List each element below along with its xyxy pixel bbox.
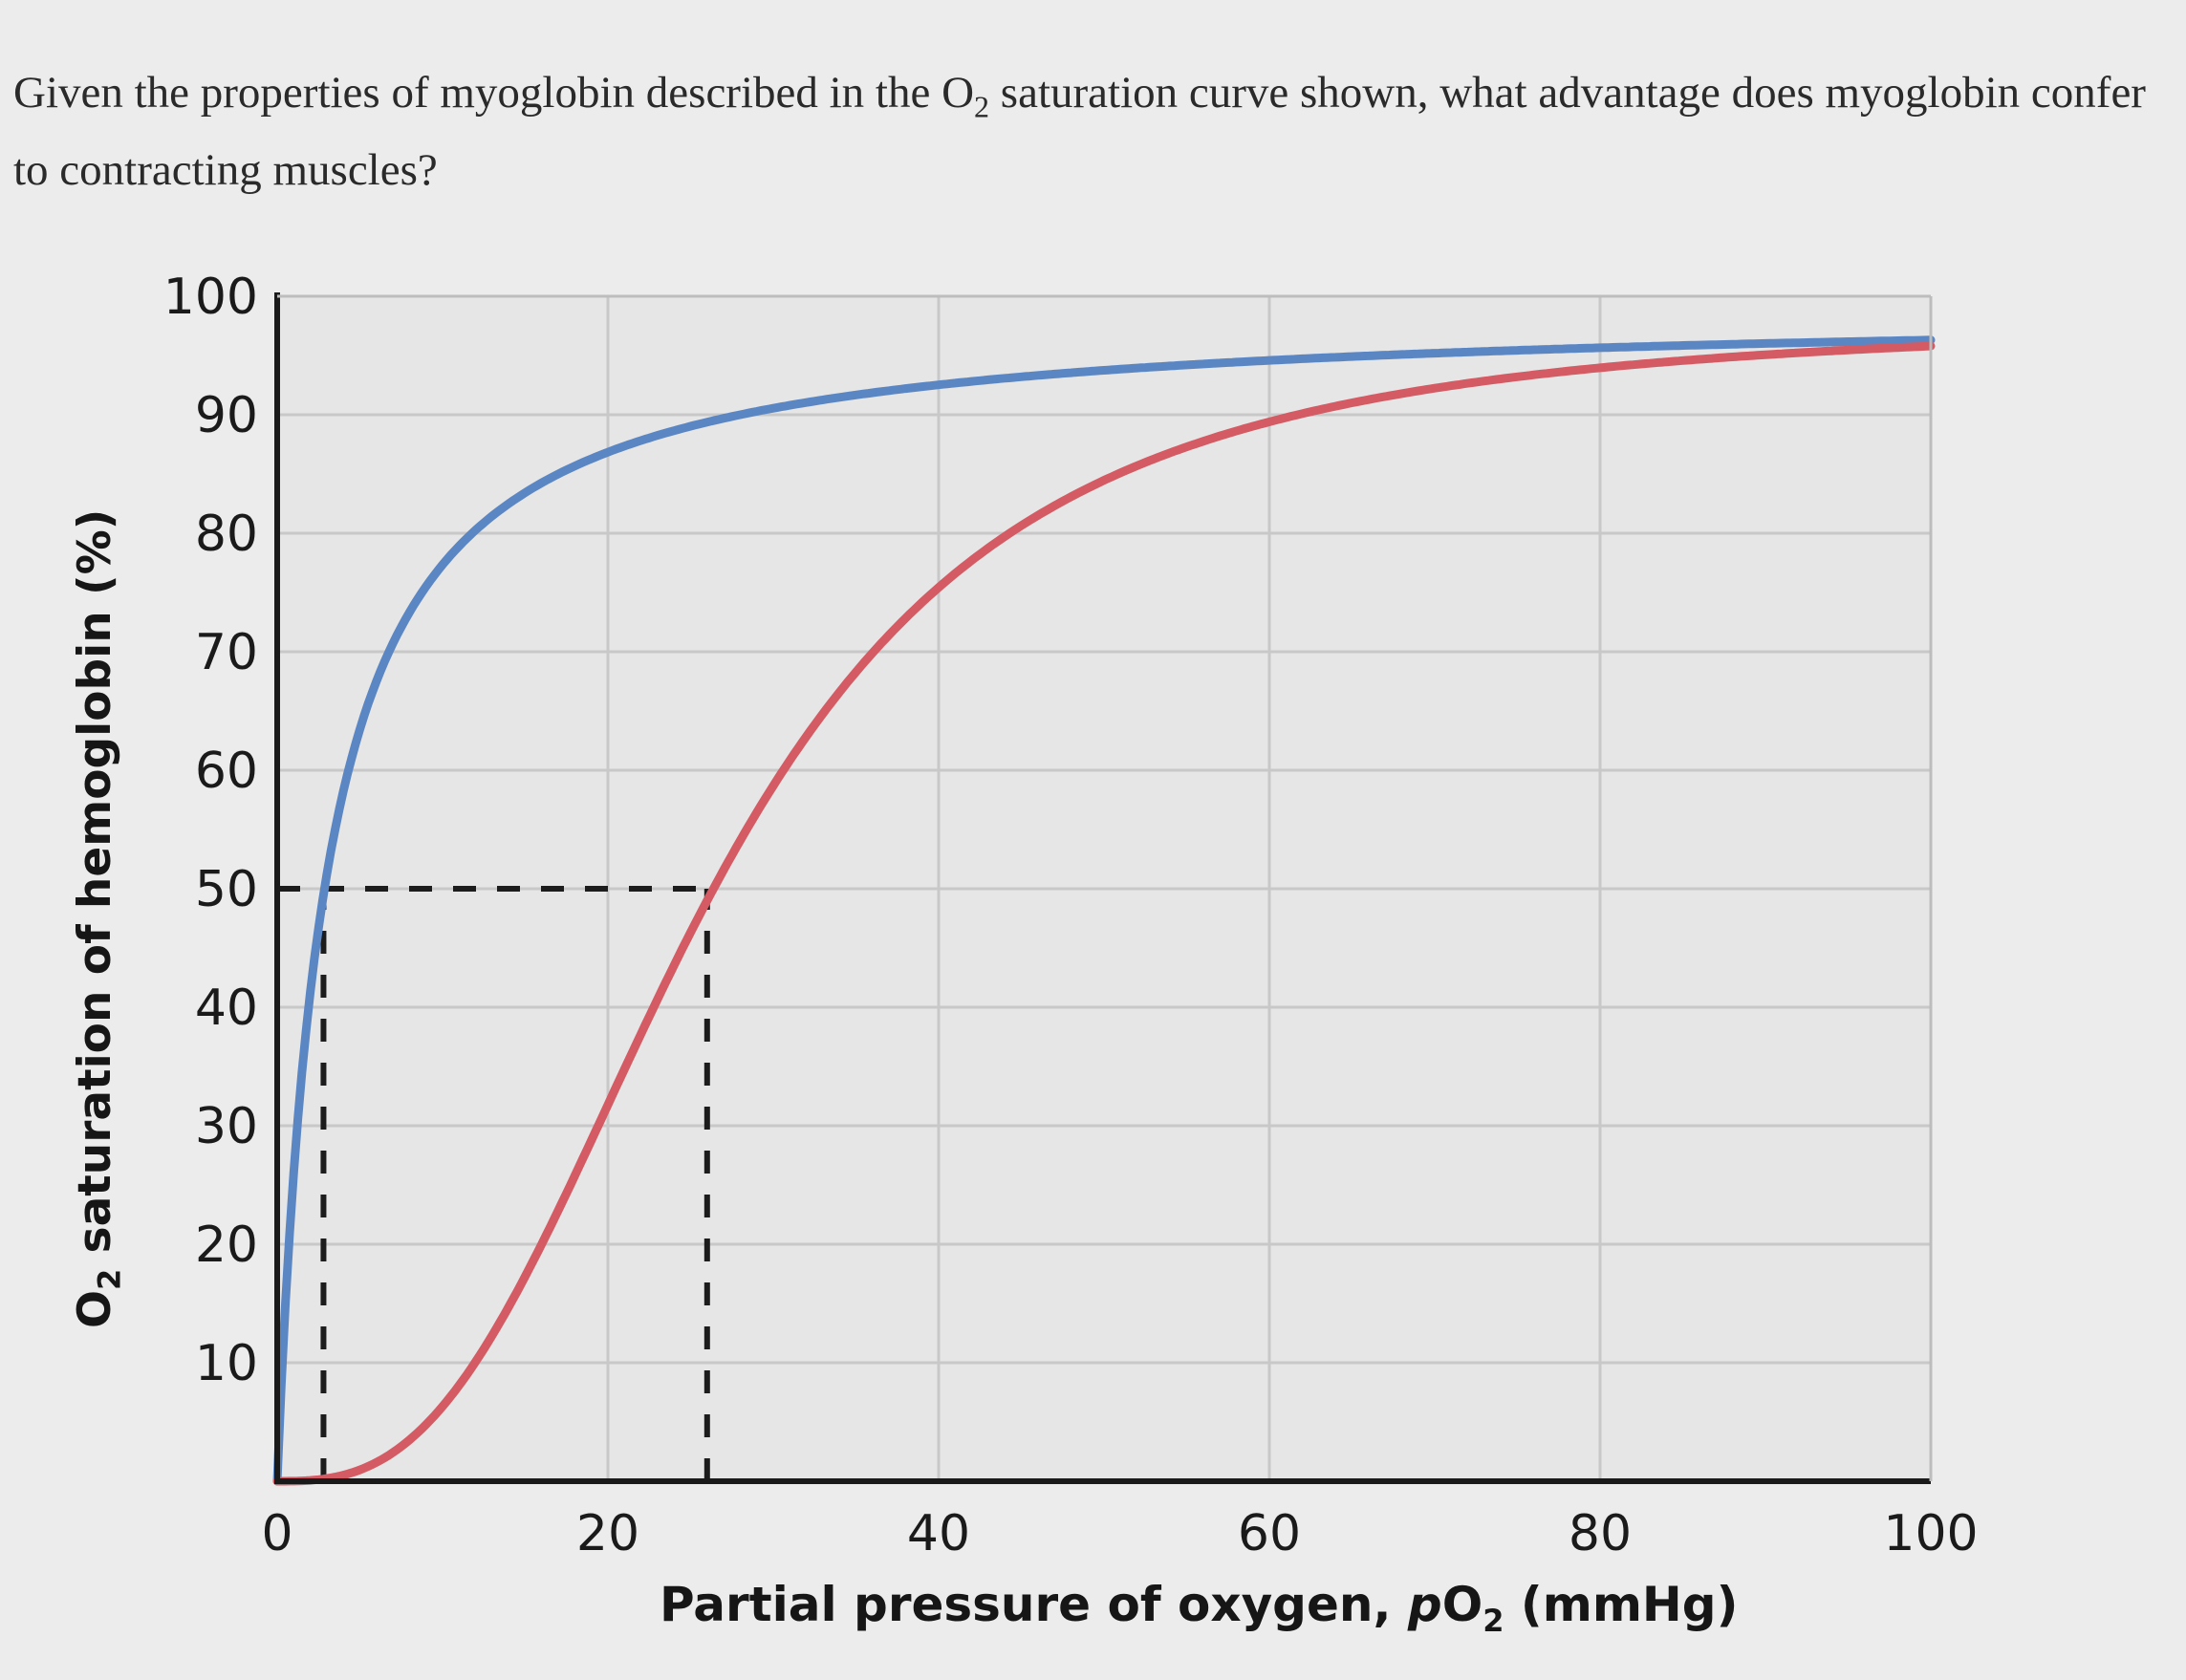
- x-tick-label: 40: [907, 1505, 970, 1562]
- y-tick-label: 80: [195, 506, 258, 563]
- y-tick-label: 60: [195, 743, 258, 800]
- y-axis-label: O2 saturation of hemoglobin (%): [69, 508, 128, 1328]
- y-tick-label: 90: [195, 387, 258, 444]
- y-tick-label: 30: [195, 1098, 258, 1155]
- question-text: Given the properties of myoglobin descri…: [13, 68, 2146, 196]
- y-tick-label: 10: [195, 1335, 258, 1392]
- series-line-1: [272, 335, 1936, 1486]
- y-tick-label: 100: [163, 269, 258, 326]
- x-tick-label: 80: [1569, 1505, 1632, 1562]
- x-tick-label: 20: [576, 1505, 639, 1562]
- y-tick-label: 50: [195, 861, 258, 918]
- x-tick-label: 60: [1238, 1505, 1301, 1562]
- y-tick-label: 40: [195, 980, 258, 1037]
- series-line-2: [272, 341, 1936, 1486]
- x-tick-label: 0: [261, 1505, 292, 1562]
- y-tick-label: 20: [195, 1217, 258, 1274]
- x-axis-label: Partial pressure of oxygen, pO2 (mmHg): [660, 1577, 1739, 1639]
- x-tick-label: 100: [1883, 1505, 1978, 1562]
- y-tick-label: 70: [195, 624, 258, 681]
